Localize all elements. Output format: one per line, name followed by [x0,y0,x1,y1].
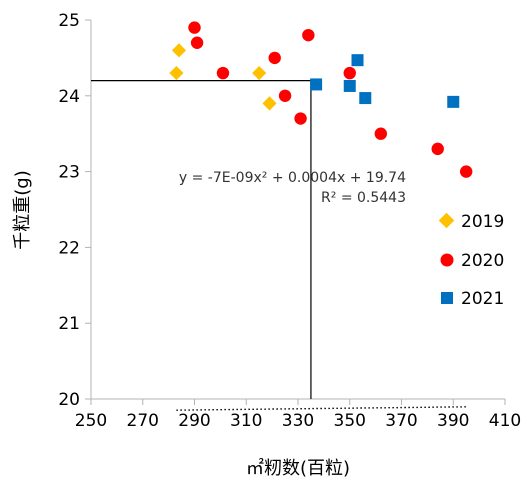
legend-marker-2019 [438,212,455,229]
trendline-equation: y = -7E-09x² + 0.0004x + 19.74 [179,170,406,186]
data-point-2021 [447,95,460,108]
data-point-2020 [302,28,315,42]
data-point-2020 [374,127,387,140]
x-tick-label: 350 [334,411,366,431]
data-point-2019 [171,43,187,58]
axes-layer [85,19,506,405]
data-point-2020 [216,66,230,80]
data-point-2019 [169,65,184,81]
reference-lines [91,80,312,399]
legend: 2019 2020 2021 [438,212,504,309]
data-point-2021 [351,54,364,67]
data-point-2020 [343,66,356,80]
legend-label-2019: 2019 [461,212,504,232]
x-tick-label: 330 [282,411,314,431]
data-point-2020 [459,165,473,178]
data-point-2021 [310,78,323,91]
x-tick-label: 410 [489,411,521,431]
trendline-curve [176,406,467,411]
y-tick-label: 23 [58,163,80,183]
x-tick-label: 370 [385,411,417,431]
legend-marker-2021 [441,292,453,304]
y-tick-label: 25 [58,11,80,31]
data-point-2020 [294,112,307,125]
legend-marker-2020 [440,253,454,267]
x-axis-title: ㎡籾数(百粒) [246,457,350,479]
data-point-2020 [190,36,204,49]
x-tick-label: 270 [127,411,159,431]
data-point-2020 [278,89,292,103]
legend-label-2020: 2020 [461,251,504,271]
x-tick-label: 310 [230,411,262,431]
legend-item-2020: 2020 [440,251,504,271]
data-point-2020 [188,21,201,34]
trendline-r2: R² = 0.5443 [321,190,406,206]
legend-label-2021: 2021 [461,289,504,309]
y-tick-label: 24 [58,87,80,107]
y-axis-title: 千粒重(g) [12,170,33,249]
data-point-2020 [431,142,444,156]
data-points [169,21,473,178]
data-point-2019 [252,65,267,81]
x-tick-label: 250 [75,411,107,431]
x-tick-label: 390 [437,411,469,431]
trendline-layer [176,406,467,411]
legend-item-2021: 2021 [441,289,504,309]
data-point-2020 [268,51,281,65]
y-tick-label: 20 [58,390,80,410]
x-tick-label: 290 [178,411,210,431]
y-tick-label: 21 [58,314,80,334]
legend-item-2019: 2019 [438,212,504,232]
data-point-2019 [262,96,277,111]
y-tick-label: 22 [58,238,80,258]
data-point-2021 [359,92,372,105]
data-point-2021 [343,79,356,92]
